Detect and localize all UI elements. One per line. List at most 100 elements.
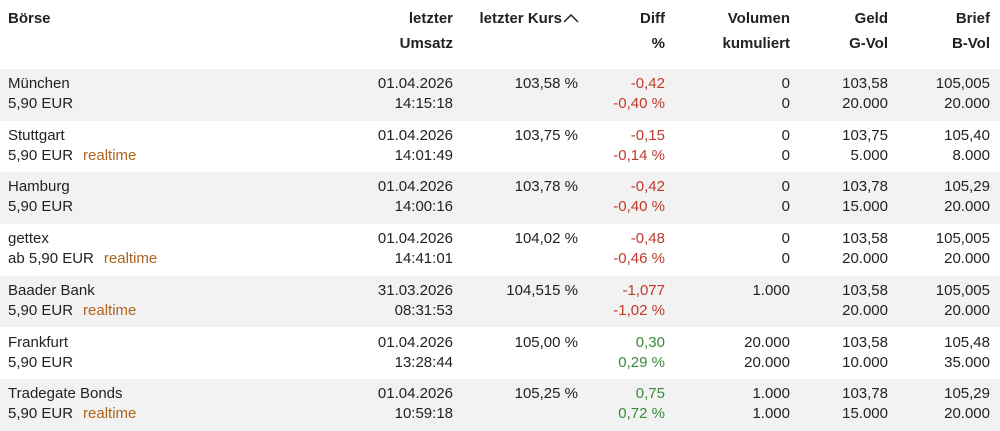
column-header: Börse bbox=[8, 10, 51, 27]
volume: 0 bbox=[781, 75, 790, 92]
last-price: 103,78 % bbox=[514, 178, 578, 196]
volume: 0 bbox=[781, 95, 790, 112]
column-header: Umsatz bbox=[399, 35, 453, 52]
column-header: letzter bbox=[408, 10, 453, 27]
diff-percent: -1,02 % bbox=[613, 301, 665, 319]
table-row: gettex ab 5,90 EUR realtime 01.04.2026 14:41… bbox=[0, 224, 1000, 276]
bid-volume: 5.000 bbox=[850, 146, 888, 164]
trade-time: 08:31:53 bbox=[394, 301, 453, 319]
volume: 0 bbox=[781, 146, 790, 164]
ask: 105,29 bbox=[944, 178, 990, 196]
column-header: Diff bbox=[640, 10, 665, 27]
exchange-name: München bbox=[8, 75, 70, 92]
column-header: kumuliert bbox=[722, 35, 790, 52]
ask-volume: 20.000 bbox=[944, 301, 990, 319]
trade-time: 14:01:49 bbox=[394, 146, 453, 164]
last-price: 104,515 % bbox=[506, 281, 578, 299]
trade-date: 01.04.2026 bbox=[377, 75, 453, 92]
bid-volume: 20.000 bbox=[842, 250, 888, 268]
fee: ab 5,90 EUR bbox=[8, 250, 94, 268]
column-header: G-Vol bbox=[849, 35, 888, 52]
fee: 5,90 EUR bbox=[8, 198, 74, 216]
diff: -0,42 bbox=[630, 178, 665, 196]
exchange-name: Frankfurt bbox=[8, 333, 69, 351]
last-price: 105,00 % bbox=[514, 333, 578, 351]
bid-volume: 10.000 bbox=[842, 353, 888, 371]
volume: 0 bbox=[781, 230, 790, 248]
table-row: Hamburg 5,90 EUR 01.04.2026 14:00:16 103,78 … bbox=[0, 172, 1000, 225]
trade-date: 01.04.2026 bbox=[377, 126, 453, 144]
volume: 20.000 bbox=[744, 353, 790, 371]
table-row: Stuttgart 5,90 EUR realtime 01.04.2026 14:01… bbox=[0, 120, 1000, 173]
last-price: 103,75 % bbox=[514, 126, 578, 144]
bid: 103,75 bbox=[842, 126, 888, 144]
realtime-tag: realtime bbox=[83, 146, 137, 164]
column-header: Volumen bbox=[727, 10, 790, 27]
fee: 5,90 EUR bbox=[8, 95, 74, 112]
ask-volume: 20.000 bbox=[944, 198, 990, 216]
exchange-name: Stuttgart bbox=[8, 126, 65, 144]
bid: 103,58 bbox=[842, 230, 888, 248]
last-price: 105,25 % bbox=[514, 385, 578, 403]
diff: -0,42 bbox=[630, 75, 665, 92]
fee: 5,90 EUR bbox=[8, 405, 74, 423]
trade-date: 31.03.2026 bbox=[377, 281, 453, 299]
diff: 0,30 bbox=[635, 333, 665, 351]
exchange-name: Tradegate Bonds bbox=[8, 385, 123, 403]
bid: 103,58 bbox=[842, 333, 888, 351]
sort-icon[interactable] bbox=[563, 12, 579, 24]
ask-volume: 35.000 bbox=[944, 353, 990, 371]
diff: -1,077 bbox=[622, 281, 665, 299]
ask: 105,005 bbox=[935, 230, 990, 248]
volume: 0 bbox=[781, 198, 790, 216]
column-header: Brief bbox=[955, 10, 990, 27]
exchange-name: Hamburg bbox=[8, 178, 70, 196]
volume: 1.000 bbox=[752, 281, 790, 299]
table-row: München 5,90 EUR 01.04.2026 14:15:18 103,58 … bbox=[0, 69, 1000, 121]
diff-percent: -0,46 % bbox=[613, 250, 665, 268]
bid-volume: 20.000 bbox=[842, 95, 888, 112]
volume: 0 bbox=[781, 178, 790, 196]
diff: 0,75 bbox=[635, 385, 665, 403]
trade-time: 10:59:18 bbox=[394, 405, 453, 423]
trade-time: 14:00:16 bbox=[394, 198, 453, 216]
volume: 0 bbox=[781, 250, 790, 268]
fee: 5,90 EUR bbox=[8, 353, 74, 371]
diff-percent: 0,72 % bbox=[618, 405, 665, 423]
exchange-name: gettex bbox=[8, 230, 49, 248]
table-row: Frankfurt 5,90 EUR 01.04.2026 13:28:44 105,0… bbox=[0, 327, 1000, 380]
trade-time: 13:28:44 bbox=[394, 353, 453, 371]
realtime-tag: realtime bbox=[83, 405, 137, 423]
table-row: Baader Bank 5,90 EUR realtime 31.03.2026 08:… bbox=[0, 275, 1000, 328]
exchange-name: Baader Bank bbox=[8, 281, 95, 299]
trade-date: 01.04.2026 bbox=[377, 178, 453, 196]
ask-volume: 20.000 bbox=[944, 95, 990, 112]
trade-date: 01.04.2026 bbox=[377, 333, 453, 351]
bid-volume: 15.000 bbox=[842, 198, 888, 216]
bid: 103,78 bbox=[842, 385, 888, 403]
last-price: 103,58 % bbox=[514, 75, 578, 92]
diff-percent: -0,40 % bbox=[613, 95, 665, 112]
bid: 103,58 bbox=[842, 281, 888, 299]
ask-volume: 20.000 bbox=[944, 250, 990, 268]
bid: 103,78 bbox=[842, 178, 888, 196]
realtime-tag: realtime bbox=[83, 301, 137, 319]
ask: 105,005 bbox=[935, 281, 990, 299]
volume: 20.000 bbox=[744, 333, 790, 351]
bid-volume: 20.000 bbox=[842, 301, 888, 319]
column-header[interactable]: letzter Kurs bbox=[479, 10, 562, 27]
column-header: % bbox=[651, 35, 665, 52]
diff: -0,48 bbox=[630, 230, 665, 248]
volume: 0 bbox=[781, 126, 790, 144]
trade-date: 01.04.2026 bbox=[377, 230, 453, 248]
realtime-tag: realtime bbox=[103, 250, 158, 268]
ask-volume: 20.000 bbox=[944, 405, 990, 423]
table-row: Tradegate Bonds 5,90 EUR realtime 01.04.202… bbox=[0, 379, 1000, 431]
diff: -0,15 bbox=[630, 126, 665, 144]
bid: 103,58 bbox=[842, 75, 888, 92]
ask: 105,29 bbox=[944, 385, 990, 403]
ask-volume: 8.000 bbox=[952, 146, 990, 164]
volume: 1.000 bbox=[752, 405, 790, 423]
ask: 105,48 bbox=[944, 333, 990, 351]
